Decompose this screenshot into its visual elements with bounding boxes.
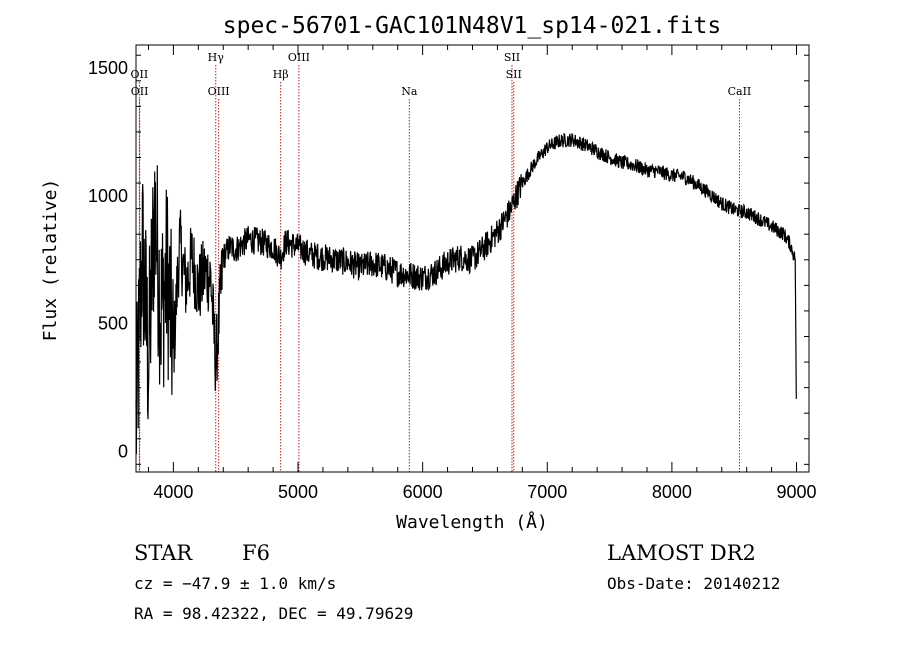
spectral-line-label: SII (506, 68, 522, 81)
x-tick-label: 7000 (527, 482, 567, 502)
y-axis-label: Flux (relative) (40, 179, 61, 342)
x-tick-label: 9000 (777, 482, 817, 502)
x-axis-label: Wavelength (Å) (396, 511, 548, 533)
spectral-line-label: Hβ (273, 68, 289, 81)
spectral-line-label: OIII (208, 85, 230, 98)
spectral-line-label: OIII (288, 51, 310, 64)
tick-labels: 4000 5000 6000 7000 8000 9000 0 500 1000 1500 (88, 58, 817, 502)
spectral-line-label: OII (131, 68, 149, 81)
object-class: STAR (134, 541, 193, 565)
y-tick-label: 1500 (88, 58, 128, 78)
plot-frame (135, 44, 810, 473)
y-tick-label: 500 (98, 314, 128, 334)
redshift-cz: cz = −47.9 ± 1.0 km/s (134, 574, 336, 593)
spectral-line-label: Hγ (208, 51, 225, 64)
spectral-line-label: Na (401, 85, 418, 98)
x-tick-label: 8000 (652, 482, 692, 502)
coordinates: RA = 98.42322, DEC = 49.79629 (134, 604, 413, 623)
y-tick-label: 1000 (88, 186, 128, 206)
x-tick-label: 5000 (278, 482, 318, 502)
survey-name: LAMOST DR2 (607, 541, 756, 565)
spectral-line-markers: OII OII Hγ OIII Hβ OIII Na SII SII CaII (131, 51, 752, 472)
spectrum-line (135, 133, 797, 455)
observation-date: Obs-Date: 20140212 (607, 574, 780, 593)
spectral-line-label: SII (504, 51, 520, 64)
object-subclass: F6 (242, 541, 270, 565)
chart-title: spec-56701-GAC101N48V1_sp14-021.fits (223, 13, 722, 39)
spectral-line-label: OII (131, 85, 149, 98)
y-tick-label: 0 (118, 442, 128, 462)
x-tick-label: 6000 (403, 482, 443, 502)
spectral-line-label: CaII (728, 85, 752, 98)
x-tick-label: 4000 (153, 482, 193, 502)
